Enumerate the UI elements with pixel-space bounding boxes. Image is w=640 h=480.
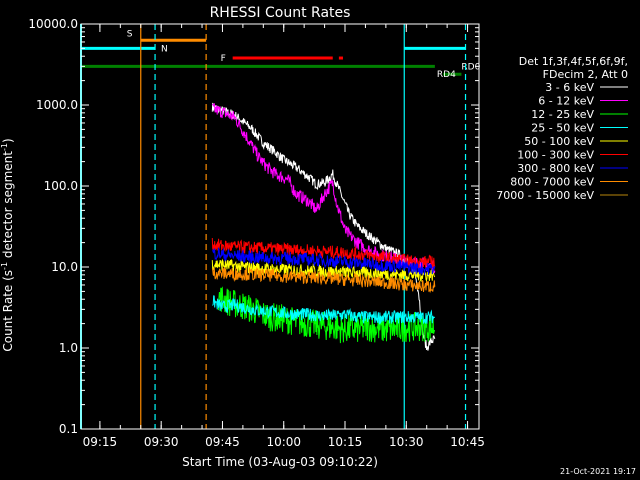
series-800-7000keV-line xyxy=(211,266,436,294)
legend-header: FDecim 2, Att 0 xyxy=(543,68,628,81)
status-bar-label: RD0 xyxy=(461,62,480,72)
legend-label: 25 - 50 keV xyxy=(531,122,594,135)
y-axis-label: Count Rate (s-1 detector segment-1) xyxy=(0,138,15,351)
series-25-50keV-line xyxy=(212,295,436,325)
status-bar-label: F xyxy=(221,54,226,64)
x-tick-label: 09:30 xyxy=(144,435,179,449)
legend-label: 300 - 800 keV xyxy=(517,162,594,175)
x-tick-label: 10:45 xyxy=(450,435,485,449)
status-bar-label: N xyxy=(161,44,168,54)
timestamp: 21-Oct-2021 19:17 xyxy=(560,467,636,476)
svg-text:Count Rate (s-1 detector segme: Count Rate (s-1 detector segment-1) xyxy=(0,138,15,351)
x-tick-label: 09:15 xyxy=(83,435,118,449)
chart-title: RHESSI Count Rates xyxy=(210,5,351,21)
y-tick-label: 1.0 xyxy=(59,341,78,355)
series-50-100keV-line xyxy=(211,258,436,283)
y-tick-label: 10.0 xyxy=(51,260,78,274)
legend-label: 3 - 6 keV xyxy=(545,81,594,94)
legend-label: 7000 - 15000 keV xyxy=(496,189,594,202)
status-bar-label: RD4 xyxy=(437,70,456,80)
x-tick-label: 10:15 xyxy=(328,435,363,449)
status-bar-label: S xyxy=(127,29,133,39)
y-tick-label: 1000.0 xyxy=(36,98,78,112)
y-tick-label: 0.1 xyxy=(59,422,78,436)
legend-label: 100 - 300 keV xyxy=(517,149,594,162)
y-tick-label: 10000.0 xyxy=(28,17,78,31)
legend: Det 1f,3f,4f,5f,6f,9f,FDecim 2, Att 03 -… xyxy=(496,55,628,202)
plot-frame xyxy=(80,23,480,430)
x-tick-label: 10:00 xyxy=(266,435,301,449)
legend-label: 50 - 100 keV xyxy=(524,135,594,148)
legend-label: 800 - 7000 keV xyxy=(510,176,594,189)
series-300-800keV-line xyxy=(212,246,436,276)
y-tick-label: 100.0 xyxy=(44,179,78,193)
legend-header: Det 1f,3f,4f,5f,6f,9f, xyxy=(519,55,628,68)
legend-label: 6 - 12 keV xyxy=(538,95,594,108)
legend-label: 12 - 25 keV xyxy=(531,108,594,121)
x-tick-label: 10:30 xyxy=(389,435,424,449)
x-tick-label: 09:45 xyxy=(205,435,240,449)
series-100-300keV-line xyxy=(211,237,436,270)
x-axis-label: Start Time (03-Aug-03 09:10:22) xyxy=(182,455,378,469)
